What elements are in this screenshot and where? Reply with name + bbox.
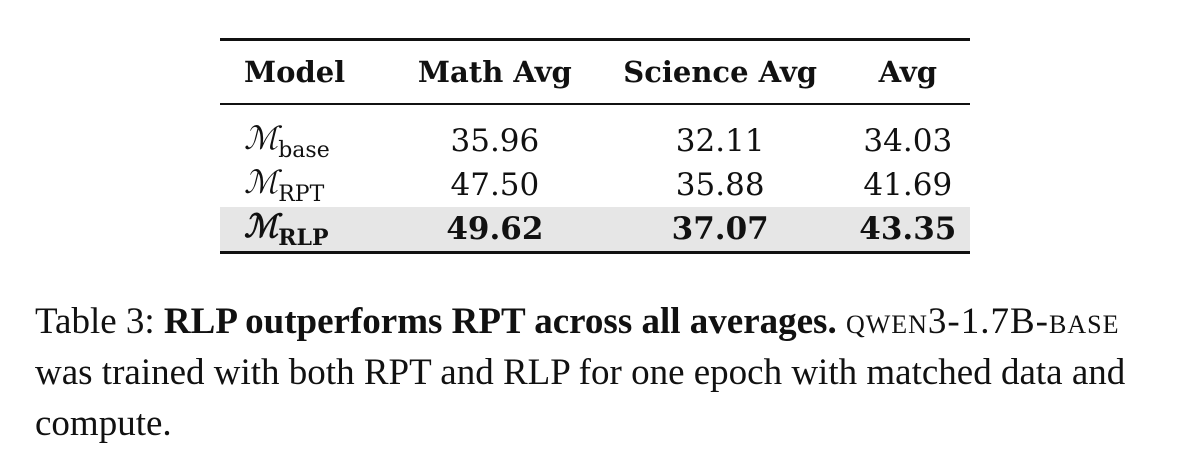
column-header: Model [244, 55, 346, 89]
column-header: Math Avg [417, 55, 572, 89]
model-symbol: ℳ [244, 207, 279, 245]
caption-headline: RLP outperforms RPT across all averages. [163, 301, 837, 342]
model-subscript: base [278, 138, 330, 163]
table-body: ℳbase 35.96 32.11 34.03 ℳRPT 47.50 35.88 41.69 ℳ… [220, 104, 970, 253]
model-symbol: ℳ [244, 163, 279, 201]
column-header: Avg [878, 55, 938, 89]
value-cell: 41.69 [863, 167, 953, 203]
model-symbol: ℳ [244, 119, 279, 157]
model-cell: ℳRPT [220, 163, 395, 207]
caption-model: qwen3-1.7B-base [845, 301, 1120, 342]
table-row: ℳRPT 47.50 35.88 41.69 [220, 163, 970, 207]
caption: Table 3: RLP outperforms RPT across all … [35, 296, 1170, 449]
caption-label: Table 3: [35, 301, 155, 342]
results-table: Model Math Avg Science Avg Avg ℳbase 35.96 32… [220, 38, 970, 254]
value-cell: 37.07 [671, 211, 769, 247]
model-subscript: RLP [278, 225, 329, 251]
model-cell: ℳRLP [220, 207, 395, 253]
column-header: Science Avg [623, 55, 818, 89]
table-row: ℳRLP 49.62 37.07 43.35 [220, 207, 970, 253]
table-header: Model Math Avg Science Avg Avg [220, 39, 970, 104]
value-cell: 49.62 [446, 211, 544, 247]
value-cell: 43.35 [859, 211, 957, 247]
value-cell: 34.03 [863, 123, 953, 159]
header-row: Model Math Avg Science Avg Avg [220, 39, 970, 104]
model-subscript: RPT [278, 182, 325, 207]
caption-text: was trained with both RPT and RLP for on… [35, 352, 1126, 444]
value-cell: 47.50 [450, 167, 540, 203]
value-cell: 35.88 [675, 167, 765, 203]
value-cell: 35.96 [450, 123, 540, 159]
value-cell: 32.11 [675, 123, 765, 159]
table-row: ℳbase 35.96 32.11 34.03 [220, 104, 970, 163]
model-cell: ℳbase [220, 104, 395, 163]
